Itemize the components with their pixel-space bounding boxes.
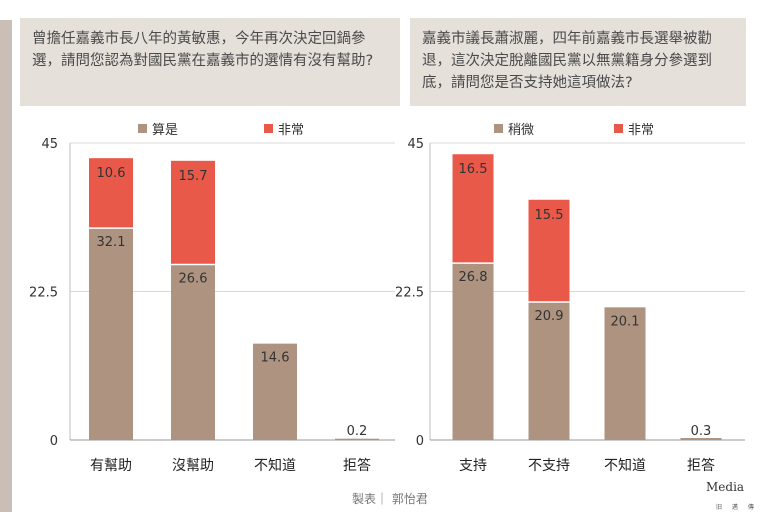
bar-segment bbox=[452, 154, 494, 264]
data-label: 26.8 bbox=[459, 270, 488, 285]
x-tick-label: 拒答 bbox=[687, 457, 715, 474]
bar-segment bbox=[680, 438, 722, 440]
question-2-box: 嘉義市議長蕭淑麗，四年前嘉義市長選舉被勸退，這次決定脫離國民黨以無黨籍身分參選到… bbox=[410, 18, 746, 106]
media-logo: Media bbox=[706, 480, 745, 494]
credit-text: 製表｜ 郭怡君 bbox=[352, 492, 428, 506]
y-tick-label: 0 bbox=[416, 434, 424, 449]
data-label: 10.6 bbox=[97, 166, 126, 181]
legend-label: 稍微 bbox=[508, 123, 534, 138]
bar-segment bbox=[89, 228, 133, 440]
legend-swatch bbox=[264, 124, 273, 133]
data-label: 0.3 bbox=[691, 424, 712, 439]
bar-segment bbox=[528, 199, 570, 303]
data-label: 32.1 bbox=[97, 235, 126, 250]
bar-segment bbox=[253, 343, 297, 440]
question-2-text: 嘉義市議長蕭淑麗，四年前嘉義市長選舉被勸退，這次決定脫離國民黨以無黨籍身分參選到… bbox=[422, 31, 712, 91]
legend-label: 非常 bbox=[278, 123, 304, 138]
bar-segment bbox=[452, 263, 494, 440]
x-tick-label: 拒答 bbox=[343, 457, 371, 474]
data-label: 15.7 bbox=[179, 169, 208, 184]
legend-swatch bbox=[138, 124, 147, 133]
data-label: 20.1 bbox=[611, 314, 640, 329]
y-tick-label: 45 bbox=[41, 137, 58, 152]
x-tick-label: 不知道 bbox=[254, 457, 296, 474]
legend-label: 算是 bbox=[152, 123, 178, 138]
x-tick-label: 沒幫助 bbox=[172, 457, 214, 474]
media-logo-sub: 旧 邁 傳 bbox=[716, 504, 758, 511]
data-label: 0.2 bbox=[347, 424, 368, 439]
x-tick-label: 有幫助 bbox=[90, 458, 132, 474]
data-label: 16.5 bbox=[459, 162, 488, 177]
data-label: 15.5 bbox=[535, 208, 564, 223]
bar-segment bbox=[89, 158, 133, 229]
y-tick-label: 45 bbox=[407, 137, 424, 152]
x-tick-label: 不支持 bbox=[528, 458, 570, 474]
x-tick-label: 支持 bbox=[459, 458, 487, 474]
data-label: 26.6 bbox=[179, 271, 208, 286]
legend-swatch bbox=[614, 124, 623, 133]
data-label: 14.6 bbox=[261, 351, 290, 366]
bar-segment bbox=[604, 307, 646, 440]
bar-segment bbox=[171, 160, 215, 265]
bar-segment bbox=[171, 264, 215, 440]
y-tick-label: 0 bbox=[50, 434, 58, 449]
y-tick-label: 22.5 bbox=[395, 286, 424, 301]
left-accent-bar bbox=[0, 20, 12, 512]
legend-swatch bbox=[494, 124, 503, 133]
bar-segment bbox=[335, 438, 379, 440]
y-tick-label: 22.5 bbox=[29, 286, 58, 301]
question-1-text: 曾擔任嘉義市長八年的黃敏惠，今年再次決定回鍋參選，請問您認為對國民黨在嘉義市的選… bbox=[32, 31, 374, 69]
bar-segment bbox=[528, 302, 570, 440]
x-tick-label: 不知道 bbox=[604, 457, 646, 474]
question-1-box: 曾擔任嘉義市長八年的黃敏惠，今年再次決定回鍋參選，請問您認為對國民黨在嘉義市的選… bbox=[20, 18, 400, 106]
legend-label: 非常 bbox=[628, 123, 654, 138]
data-label: 20.9 bbox=[535, 309, 564, 324]
